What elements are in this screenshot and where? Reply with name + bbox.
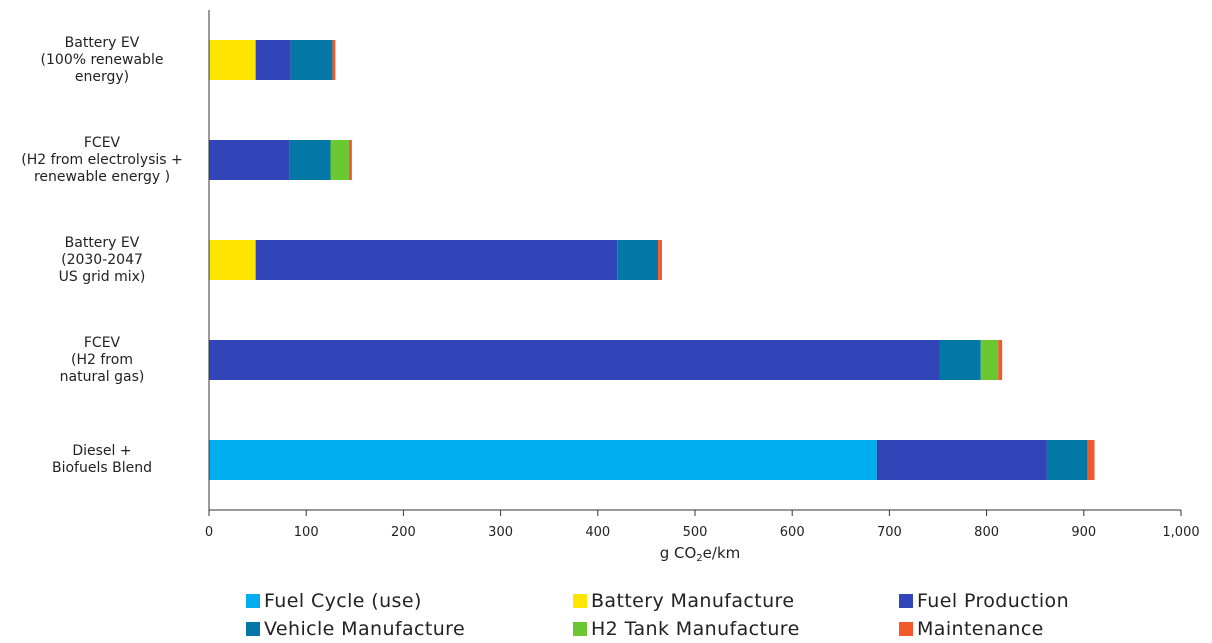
legend-item: Maintenance: [899, 618, 1044, 640]
legend-swatch: [899, 622, 913, 636]
bar-segment-3-5: [998, 340, 1003, 380]
bar-segment-0-1: [209, 40, 256, 80]
legend-label: H2 Tank Manufacture: [591, 618, 800, 640]
bar-segment-3-3: [939, 340, 981, 380]
bar-segment-2-3: [617, 240, 659, 280]
legend-swatch: [246, 622, 260, 636]
bar-segment-3-4: [980, 340, 999, 380]
category-label-line: renewable energy ): [33, 168, 171, 185]
category-label-line: Battery EV: [64, 234, 140, 251]
bar-segment-2-1: [209, 240, 256, 280]
x-tick-label: 900: [1071, 525, 1096, 540]
legend-item: Vehicle Manufacture: [246, 618, 465, 640]
x-tick-label: 300: [488, 525, 513, 540]
legend-swatch: [573, 594, 587, 608]
legend-swatch: [246, 594, 260, 608]
legend-item: H2 Tank Manufacture: [573, 618, 800, 640]
x-tick-label: 1,000: [1162, 525, 1199, 540]
category-label: FCEV (H2 from electrolysis + renewable ene…: [2, 135, 202, 186]
bar-segment-4-3: [1046, 440, 1088, 480]
category-label-line: energy): [74, 68, 130, 85]
bar-segment-1-4: [330, 140, 349, 180]
bar-layer: [209, 40, 1095, 480]
x-tick-label: 700: [877, 525, 902, 540]
bar-segment-4-0: [209, 440, 877, 480]
x-tick-label: 100: [294, 525, 319, 540]
legend-label: Battery Manufacture: [591, 590, 795, 612]
bar-segment-4-5: [1087, 440, 1095, 480]
category-label-line: natural gas): [59, 368, 145, 385]
category-label: Battery EV (100% renewable energy): [2, 35, 202, 86]
axes: 0 100 200 300 400 500 600 700 800 900 1,000: [205, 10, 1200, 540]
bar-segment-0-2: [255, 40, 291, 80]
legend-item: Battery Manufacture: [573, 590, 794, 612]
category-label-line: FCEV: [83, 134, 121, 151]
x-tick-label: 600: [780, 525, 805, 540]
legend-swatch: [573, 622, 587, 636]
bar-segment-3-2: [209, 340, 940, 380]
category-label-line: Diesel +: [72, 443, 132, 459]
x-tick-label: 0: [205, 525, 213, 540]
x-axis-label: g CO2e/km: [659, 544, 741, 564]
category-label: Battery EV (2030-2047 US grid mix): [2, 235, 202, 286]
bar-segment-2-2: [255, 240, 618, 280]
category-label-line: (100% renewable: [40, 51, 164, 68]
bar-segment-1-5: [348, 140, 352, 180]
legend-item: Fuel Production: [899, 590, 1069, 612]
legend-label: Vehicle Manufacture: [264, 618, 466, 640]
category-label: FCEV (H2 from natural gas): [2, 335, 202, 386]
bar-segment-4-2: [876, 440, 1047, 480]
category-label-line: FCEV: [83, 334, 121, 351]
category-label-line: (H2 from: [71, 351, 133, 368]
category-label-line: (H2 from electrolysis +: [21, 151, 183, 168]
legend-label: Fuel Cycle (use): [264, 590, 422, 612]
category-label-line: US grid mix): [58, 268, 146, 285]
bar-segment-0-3: [290, 40, 333, 80]
legend-item: Fuel Cycle (use): [246, 590, 422, 612]
bar-segment-1-3: [289, 140, 331, 180]
legend-label: Maintenance: [917, 618, 1044, 640]
bar-segment-2-5: [658, 240, 662, 280]
x-tick-label: 200: [391, 525, 416, 540]
bar-segment-0-5: [332, 40, 336, 80]
x-tick-label: 800: [974, 525, 999, 540]
category-label-line: Battery EV: [64, 34, 140, 51]
x-tick-label: 500: [683, 525, 708, 540]
legend-label: Fuel Production: [917, 590, 1070, 612]
legend-swatch: [899, 594, 913, 608]
bar-segment-1-2: [209, 140, 290, 180]
category-label-line: Biofuels Blend: [52, 460, 152, 476]
category-label-line: (2030-2047: [61, 251, 143, 268]
x-tick-label: 400: [585, 525, 610, 540]
category-label: Diesel + Biofuels Blend: [2, 443, 202, 477]
